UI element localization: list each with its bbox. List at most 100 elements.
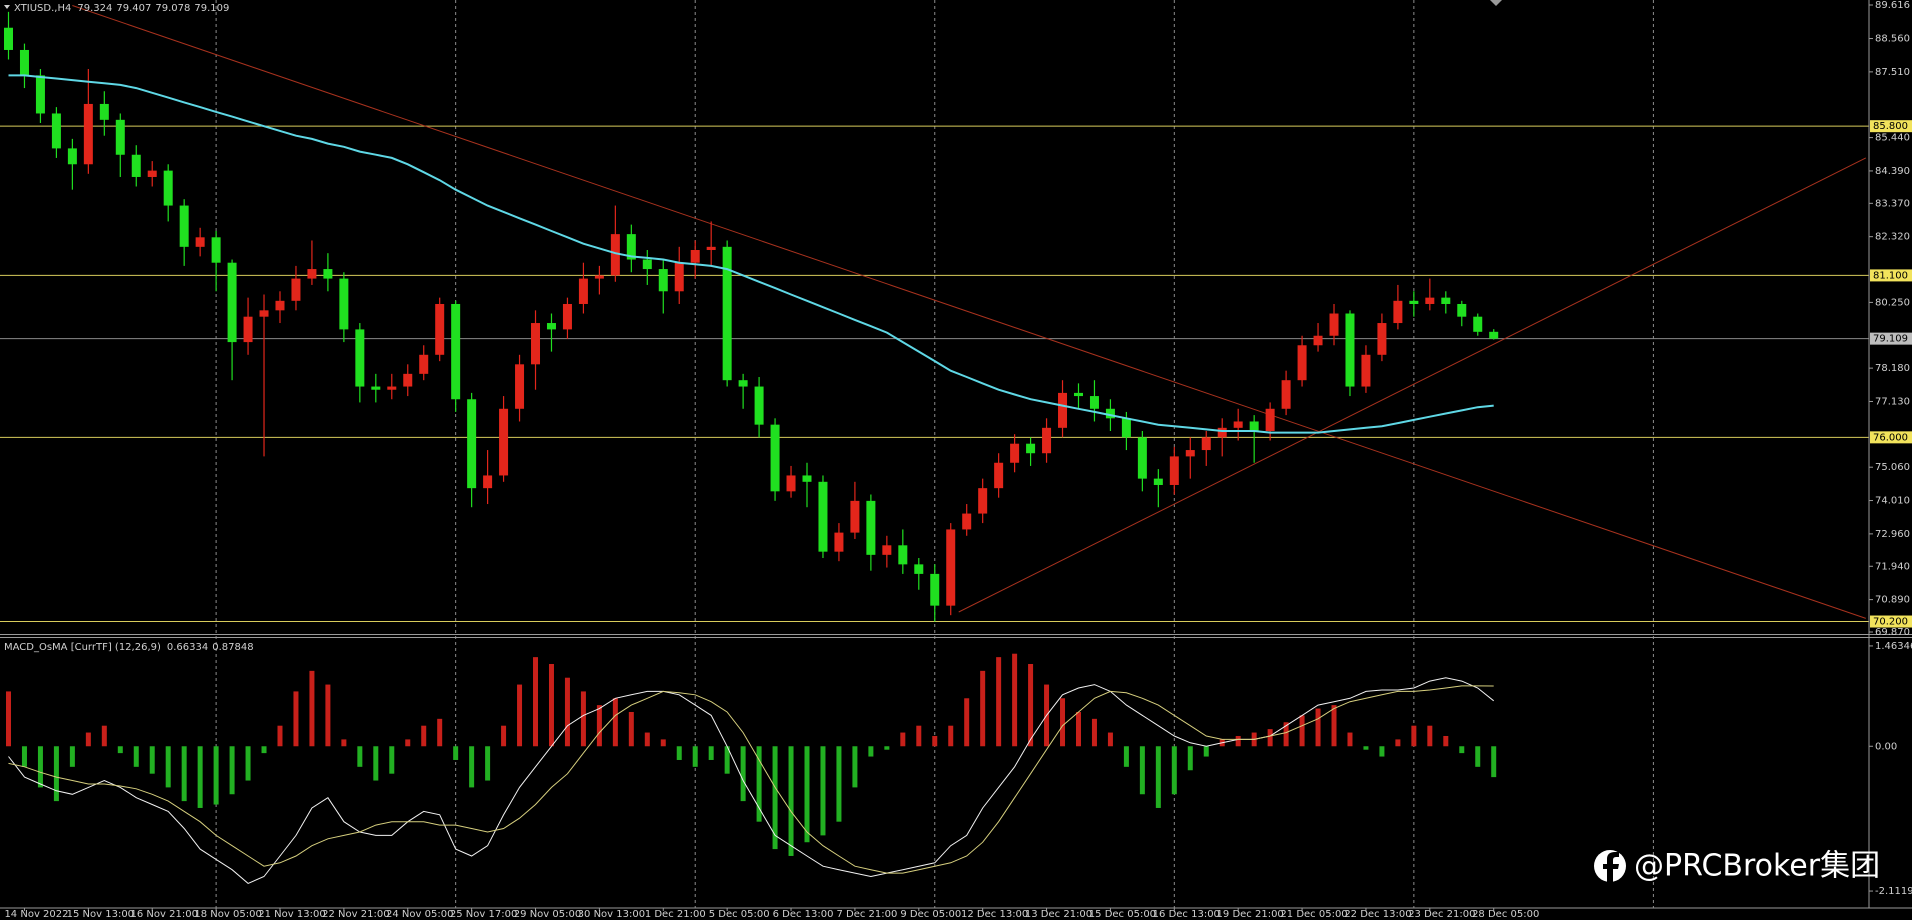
candle-body — [594, 275, 604, 279]
candle-body — [1457, 303, 1467, 317]
candle-body — [1042, 427, 1052, 454]
histogram-bar — [1443, 735, 1449, 747]
close-value: 79.109 — [194, 3, 229, 14]
histogram-bar — [916, 725, 922, 747]
candle-body — [435, 303, 445, 355]
candle-body — [1473, 316, 1483, 332]
level-tag — [1870, 120, 1912, 133]
candle-body — [802, 475, 812, 482]
histogram-bar — [1363, 746, 1369, 750]
histogram-bar — [932, 735, 938, 747]
candle-body — [243, 316, 253, 343]
candle-body — [546, 323, 556, 330]
candle-body — [1089, 396, 1099, 409]
candle-body — [1489, 331, 1499, 339]
histogram-bar — [149, 746, 155, 774]
price-header: XTIUSD.,H4 79.324 79.407 79.078 79.109 — [14, 3, 229, 14]
last-price-tag — [1870, 332, 1912, 345]
candle-body — [211, 237, 221, 263]
candle-body — [1329, 313, 1339, 336]
candle-body — [99, 103, 109, 120]
open-value: 79.324 — [77, 3, 112, 14]
candle-body — [1026, 443, 1036, 454]
x-tick-label: 9 Dec 05:00 — [900, 909, 961, 920]
x-tick-label: 21 Nov 13:00 — [258, 909, 325, 920]
y-tick-label: 82.320 — [1875, 232, 1910, 243]
histogram-bar — [596, 705, 602, 747]
level-tag — [1870, 615, 1912, 628]
candle-body — [978, 488, 988, 514]
histogram-bar — [756, 746, 762, 822]
histogram-bar — [341, 739, 347, 747]
labels: XTIUSD.,H4 79.324 79.407 79.078 79.109 MACD_… — [4, 0, 1912, 920]
histogram-bar — [101, 725, 107, 747]
y-tick-label: 77.130 — [1875, 396, 1910, 407]
candle-body — [690, 250, 700, 263]
candle-body — [610, 234, 620, 276]
histogram-bar — [325, 684, 331, 747]
histogram-bar — [261, 746, 267, 754]
histogram-bar — [996, 657, 1002, 747]
histogram-bar — [1139, 746, 1145, 795]
candle-body — [339, 278, 349, 330]
histogram-bar — [676, 746, 682, 760]
candle-body — [738, 380, 748, 387]
candle-body — [1073, 392, 1083, 397]
candle-body — [1313, 335, 1323, 346]
histogram-bar — [836, 746, 842, 822]
histogram-bar — [1315, 708, 1321, 747]
histogram-bar — [1107, 732, 1113, 747]
histogram-bar — [644, 732, 650, 747]
candle-body — [866, 500, 876, 555]
indicator-name: MACD_OsMA [CurrTF] (12,26,9) — [4, 642, 161, 653]
y-tick-label: 1.46346 — [1875, 641, 1912, 652]
x-tick-label: 21 Dec 05:00 — [1280, 909, 1347, 920]
histogram-bar — [1012, 653, 1018, 747]
candle-body — [1169, 456, 1179, 485]
x-tick-label: 18 Nov 05:00 — [194, 909, 261, 920]
candle-body — [1393, 300, 1403, 324]
histogram-bar — [1028, 663, 1034, 747]
trendline — [72, 5, 1866, 619]
candle-body — [179, 205, 189, 247]
histogram-bar — [405, 739, 411, 747]
candle-body — [1361, 354, 1371, 387]
oscillator-line — [8, 685, 1494, 874]
y-tick-label: 88.560 — [1875, 34, 1910, 45]
candle-body — [850, 500, 860, 533]
histogram-bar — [628, 711, 634, 747]
candle-body — [946, 529, 956, 606]
macd-value: 0.66334 — [167, 642, 208, 653]
candle-body — [531, 323, 541, 365]
candle-body — [818, 481, 828, 552]
histogram-bar — [357, 746, 363, 767]
last-price-label: 79.109 — [1873, 334, 1908, 345]
level-tag — [1870, 269, 1912, 282]
candle-body — [1201, 437, 1211, 451]
x-tick-label: 12 Dec 13:00 — [961, 909, 1028, 920]
histogram-bar — [1411, 725, 1417, 747]
histogram-bar — [708, 746, 714, 760]
candle-body — [403, 373, 413, 387]
histogram-bar — [1155, 746, 1161, 808]
x-tick-label: 16 Nov 21:00 — [131, 909, 198, 920]
x-tick-label: 24 Nov 05:00 — [386, 909, 453, 920]
candle-body — [786, 475, 796, 492]
x-tick-label: 7 Dec 21:00 — [836, 909, 897, 920]
candle-body — [355, 329, 365, 387]
histogram-bar — [1395, 739, 1401, 747]
histogram-bar — [692, 746, 698, 767]
level-tag-label: 85.800 — [1873, 121, 1908, 132]
histogram-bar — [21, 746, 27, 767]
histogram-bar — [181, 746, 187, 802]
y-tick-label: 80.250 — [1875, 297, 1910, 308]
y-tick-label: 78.180 — [1875, 363, 1910, 374]
histogram-bar — [1427, 725, 1433, 747]
y-tick-label: 69.870 — [1875, 627, 1910, 638]
x-tick-label: 15 Nov 13:00 — [67, 909, 134, 920]
candle-body — [483, 475, 493, 489]
candle-body — [1217, 427, 1227, 438]
candle-body — [1441, 297, 1451, 304]
histogram-bar — [1475, 746, 1481, 767]
histogram-bar — [6, 691, 11, 747]
